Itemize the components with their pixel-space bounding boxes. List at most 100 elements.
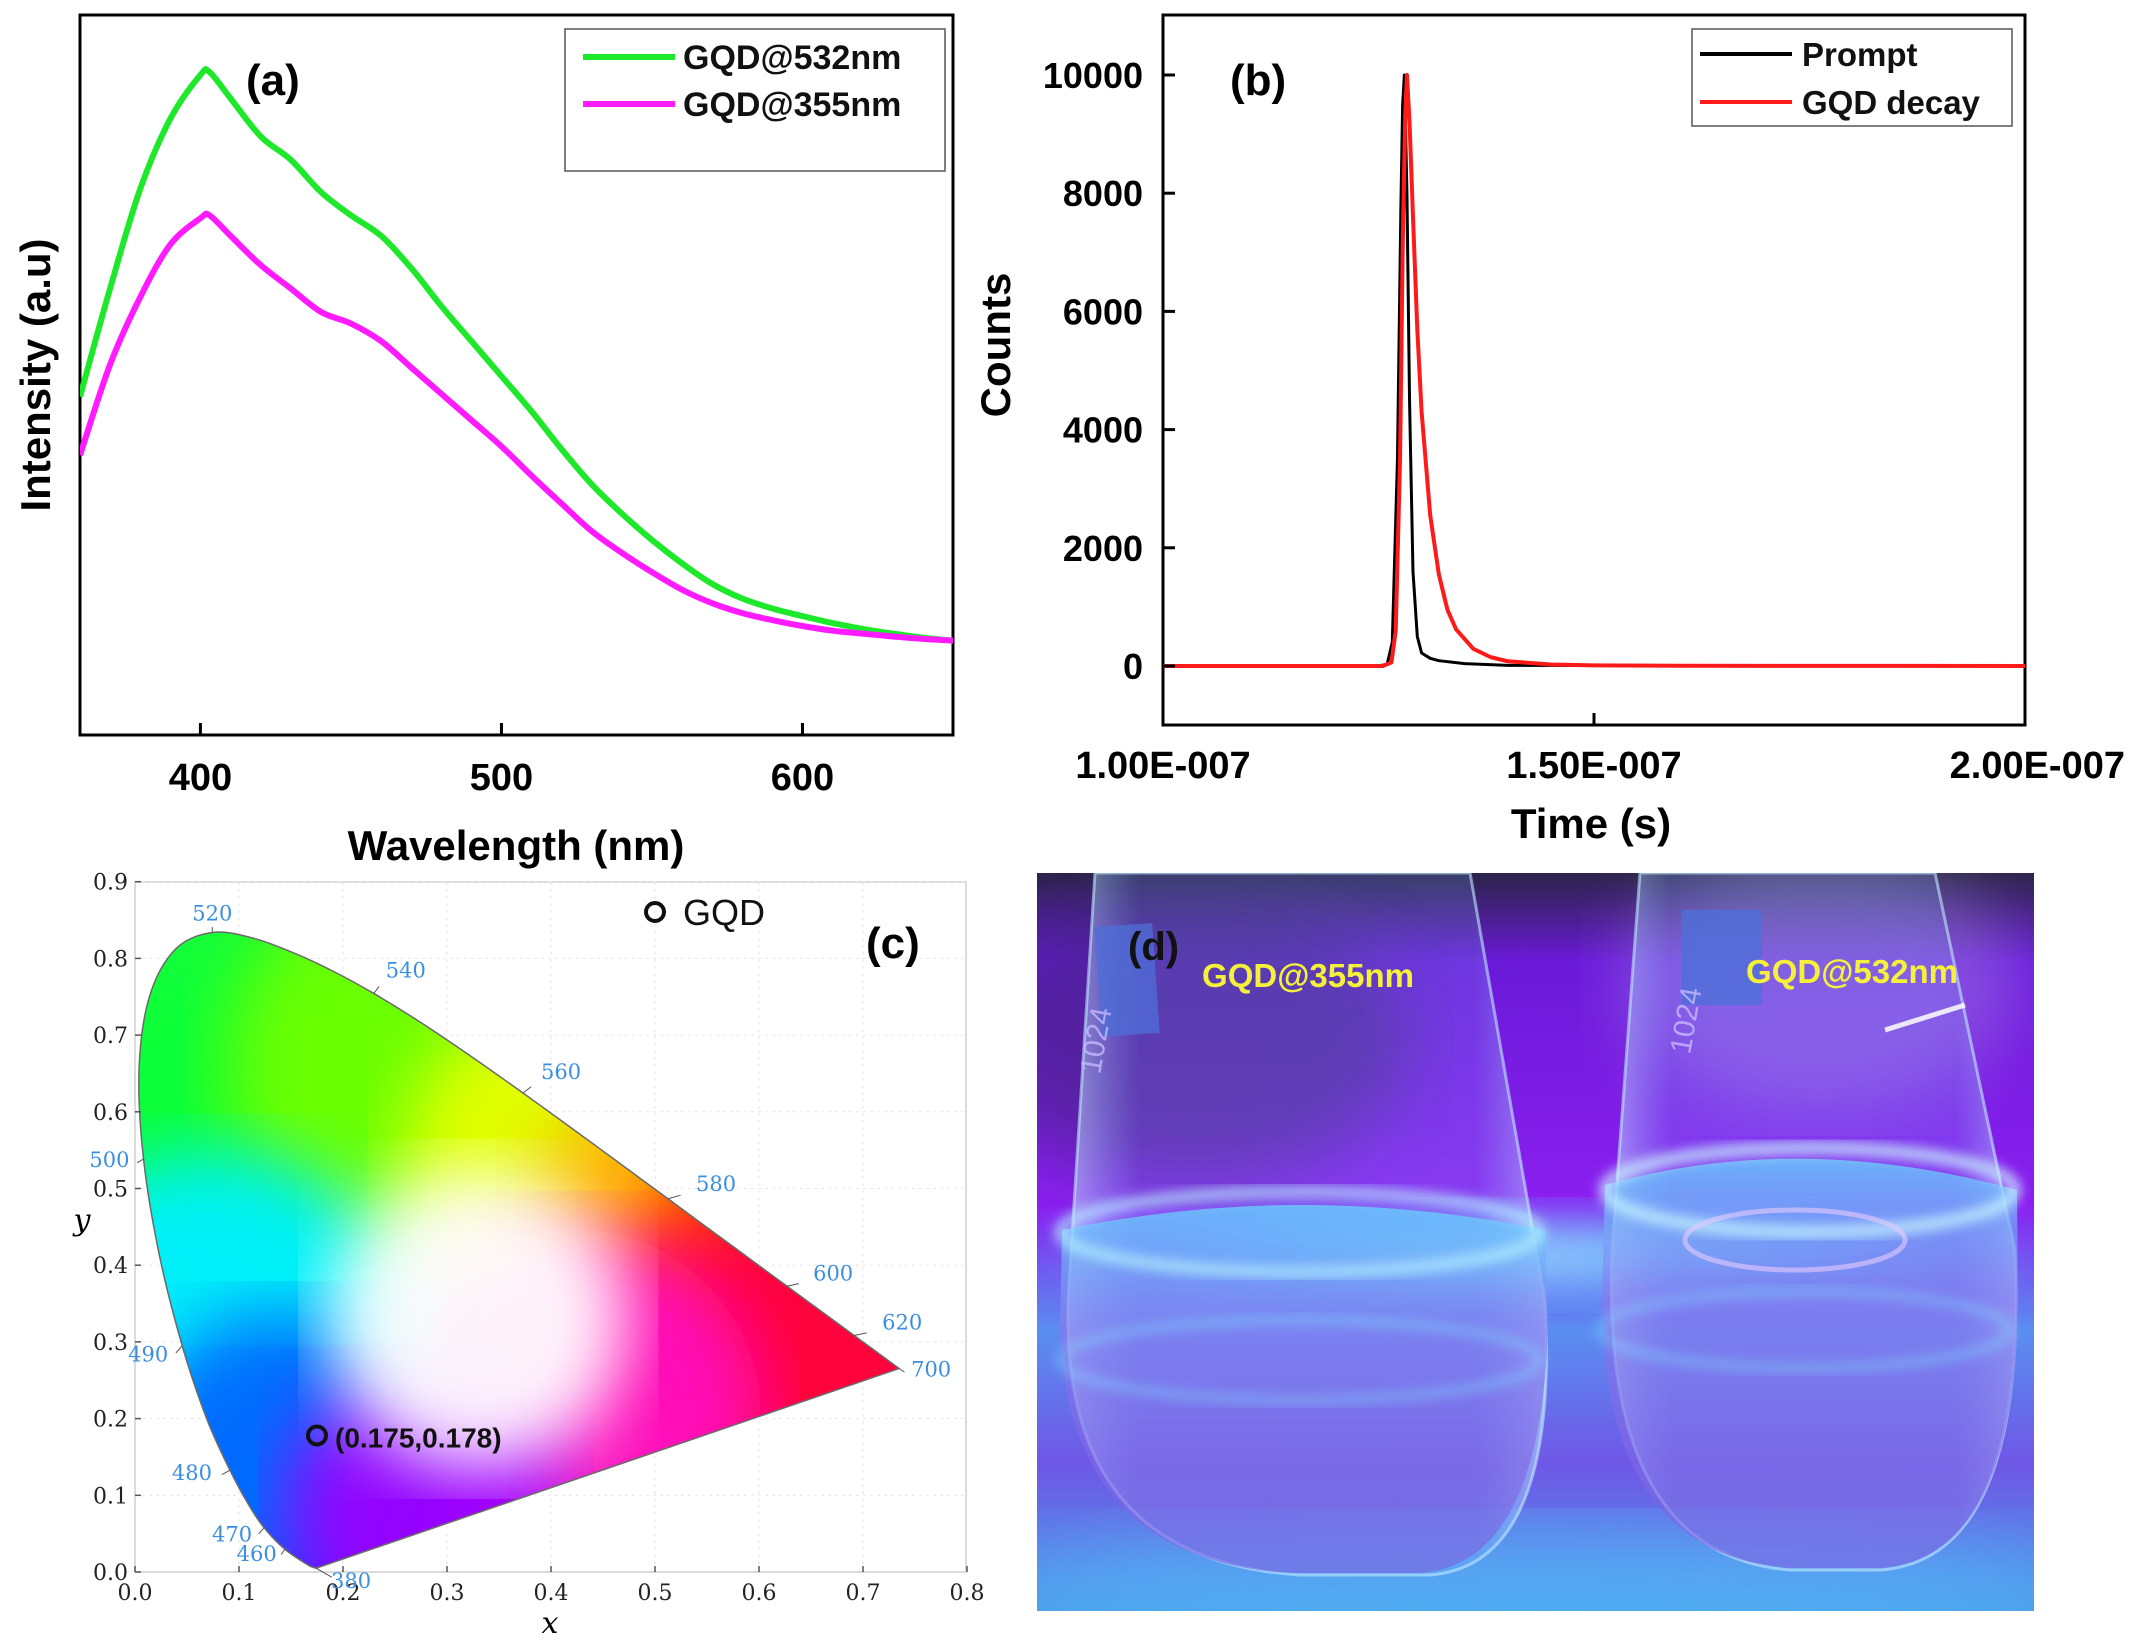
panel-a-series-355nm-line: [80, 210, 953, 644]
panel-a-legend-box: [564, 28, 946, 172]
panel-a-x-axis-title: Wavelength (nm): [348, 822, 685, 869]
panel-c-y-tick-label: 0.0: [93, 1561, 128, 1586]
panel-b-y-tick-label: 4000: [1063, 410, 1143, 451]
panel-c-x-tick-label: 0.4: [534, 1581, 569, 1606]
panel-d-label-left: GQD@355nm: [1202, 957, 1414, 994]
panel-c-wavelength-tick: [786, 1283, 799, 1287]
panel-d-beaker-right-ring: [1597, 1289, 2013, 1371]
panel-c-x-tick-label: 0.0: [118, 1581, 153, 1606]
panel-b-y-ticks: 0 2000 4000 6000 8000 10000: [1043, 55, 1175, 687]
panel-c-cie-diagram: 0.0 0.1 0.2 0.3 0.4 0.5 0.6 0.7 0.8 0.0 0.1 0.2 0.3 0…: [72, 871, 985, 1641]
panel-b-x-tick-label: 1.00E-007: [1075, 745, 1250, 787]
panel-c-y-tick-label: 0.8: [93, 947, 128, 972]
panel-b-y-tick-label: 6000: [1063, 291, 1143, 332]
panel-c-y-tick-label: 0.1: [93, 1484, 128, 1509]
panel-c-spectral-locus: [138, 931, 901, 1569]
panel-d-beaker-left-ring: [1057, 1317, 1543, 1403]
panel-b-x-tick-label: 1.50E-007: [1506, 745, 1681, 787]
panel-c-x-tick-label: 0.1: [222, 1581, 257, 1606]
panel-c-wavelength-tick: [315, 1567, 333, 1578]
panel-c-wavelength-label: 460: [237, 1542, 277, 1566]
panel-c-wavelength-label: 500: [89, 1148, 129, 1172]
panel-c-wavelength-label: 480: [172, 1461, 212, 1485]
panel-b-x-tick-label: 2.00E-007: [1950, 745, 2125, 787]
panel-c-wavelength-tick: [854, 1332, 867, 1337]
panel-c-x-axis-title: x: [542, 1606, 559, 1641]
panel-b-decay-line: [1163, 73, 2025, 668]
panel-d-beaker-left-tag: [1094, 923, 1160, 1037]
panel-d-tag: (d): [1128, 925, 1179, 969]
panel-c-gqd-point: [306, 1424, 328, 1447]
panel-c-y-tick-label: 0.9: [93, 871, 128, 896]
panel-a-x-tick-label: 500: [470, 757, 533, 799]
panel-d-beaker-right-swirl: [1682, 1207, 1908, 1273]
panel-c-x-tick-label: 0.2: [326, 1581, 361, 1606]
panel-b-x-axis-title: Time (s): [1511, 800, 1671, 847]
panel-c-wavelength-label: 380: [331, 1569, 371, 1593]
panel-c-x-tick-label: 0.7: [846, 1581, 881, 1606]
panel-c-x-tick-label: 0.8: [950, 1581, 985, 1606]
panel-c-legend: GQD: [644, 892, 765, 933]
panel-c-wavelength-tick: [136, 1158, 144, 1164]
panel-d-beaker-left-meniscus: [1055, 1187, 1545, 1277]
panel-a-plot-frame: [78, 13, 955, 737]
panel-c-wavelength-label: 700: [911, 1358, 951, 1382]
panel-c-wavelength-tick: [898, 1368, 905, 1373]
panel-c-ticks: 0.0 0.1 0.2 0.3 0.4 0.5 0.6 0.7 0.8 0.0 0.1 0.2 0.3 0…: [93, 871, 985, 1606]
panel-a-emission-chart: 400 500 600 (a) Wavelength (nm) Intensity …: [12, 13, 955, 869]
panel-c-wavelength-label: 490: [128, 1343, 168, 1367]
panel-a-legend-label-532: GQD@532nm: [683, 39, 901, 77]
panel-d-photo: 1024 1024 (d) GQD@355nm GQD@532nm: [1037, 873, 2034, 1611]
panel-a-legend: GQD@532nm GQD@355nm: [564, 28, 946, 172]
panel-c-y-tick-label: 0.3: [93, 1331, 128, 1356]
panel-c-wavelength-tick: [258, 1527, 265, 1535]
panel-c-x-tick-label: 0.5: [638, 1581, 673, 1606]
panel-c-wavelength-label: 520: [192, 901, 232, 925]
panel-c-wavelength-label: 540: [386, 958, 426, 982]
panel-c-wavelength-label: 580: [696, 1172, 736, 1196]
panel-c-x-tick-label: 0.6: [742, 1581, 777, 1606]
panel-c-wavelength-label: 470: [212, 1523, 252, 1547]
panel-b-decay-chart: 1.00E-007 1.50E-007 2.00E-007 0 2000 4000 600…: [972, 13, 2125, 847]
panel-b-y-axis-title: Counts: [972, 273, 1019, 418]
panel-c-wavelength-tick: [280, 1548, 286, 1555]
panel-d-label-right: GQD@532nm: [1746, 953, 1958, 990]
panel-c-gamut-color-patch: [328, 1168, 629, 1469]
panel-c-wavelength-label: 600: [813, 1261, 853, 1285]
panel-c-wavelength-label: 620: [882, 1311, 922, 1335]
panel-d-beaker-left: 1024: [1055, 873, 1549, 1577]
panel-b-legend-label-decay: GQD decay: [1802, 84, 1981, 121]
panel-c-points: (0.175,0.178): [306, 1422, 502, 1453]
panel-b-legend: Prompt GQD decay: [1691, 28, 2013, 127]
panel-c-y-tick-label: 0.5: [93, 1178, 128, 1203]
panel-c-y-tick-label: 0.4: [93, 1254, 128, 1279]
panel-c-y-tick-label: 0.6: [93, 1101, 128, 1126]
panel-c-y-axis-title: y: [72, 1203, 92, 1238]
panel-a-tag: (a): [246, 56, 300, 105]
panel-d-beaker-right-reflection: [1884, 1002, 1966, 1033]
panel-b-y-tick-label: 10000: [1043, 55, 1143, 96]
panel-c-wavelength-tick: [667, 1194, 681, 1200]
panel-c-tag: (c): [866, 919, 920, 968]
panel-c-y-tick-label: 0.7: [93, 1024, 128, 1049]
panel-a-y-axis-title: Intensity (a.u): [12, 238, 59, 511]
panel-b-x-ticks: 1.00E-007 1.50E-007 2.00E-007: [1075, 713, 2125, 787]
panel-a-series-532nm-line: [80, 66, 953, 644]
panel-c-wavelength-label: 560: [541, 1060, 581, 1084]
panel-b-y-tick-label: 8000: [1063, 173, 1143, 214]
panel-c-wavelength-tick: [522, 1086, 532, 1094]
panel-c-gqd-point-label: (0.175,0.178): [335, 1422, 502, 1453]
panel-c-wavelength-tick: [373, 985, 380, 994]
panel-d-beaker-left-liquid: [1060, 1205, 1548, 1573]
panel-a-x-tick-label: 400: [169, 757, 232, 799]
panel-c-x-tick-label: 0.3: [430, 1581, 465, 1606]
panel-b-series-group: [1163, 73, 2025, 668]
panel-c-legend-label: GQD: [683, 892, 765, 933]
panel-c-wavelength-tick: [175, 1345, 183, 1354]
panel-b-prompt-line: [1163, 73, 2025, 668]
panel-a-x-ticks: 400 500 600: [169, 723, 834, 799]
panel-b-legend-box: [1691, 28, 2013, 127]
panel-d-beaker-right: 1024: [1597, 873, 2021, 1572]
